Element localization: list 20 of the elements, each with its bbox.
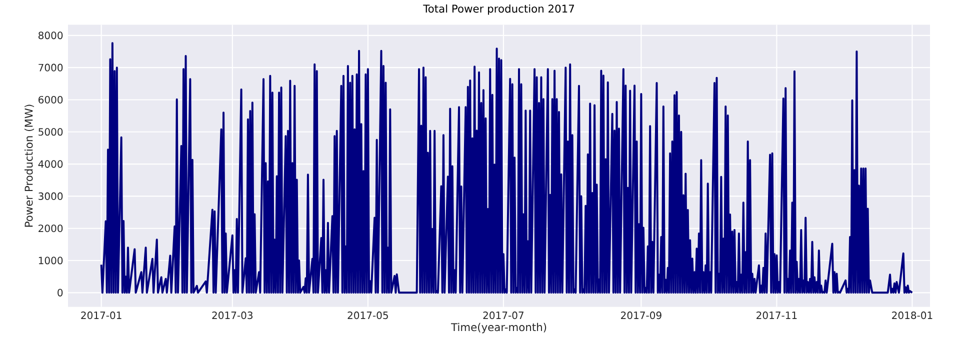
x-tick-label: 2017-09 <box>621 312 662 320</box>
chart-title: Total Power production 2017 <box>423 4 574 15</box>
x-tick-label: 2017-01 <box>81 312 122 320</box>
y-axis-title: Power Production (MW) <box>24 104 34 227</box>
y-tick-label: 0 <box>58 288 63 297</box>
y-tick-label: 6000 <box>38 96 63 104</box>
line-series <box>100 42 914 294</box>
y-tick-label: 1000 <box>38 256 63 264</box>
x-tick-label: 2017-07 <box>483 312 524 320</box>
x-tick-label: 2017-05 <box>348 312 388 320</box>
y-tick-label: 8000 <box>38 32 63 40</box>
x-axis-title: Time(year-month) <box>450 323 546 334</box>
y-tick-label: 3000 <box>38 192 63 200</box>
x-tick-label: 2018-01 <box>892 312 932 320</box>
x-tick-label: 2017-11 <box>756 312 797 320</box>
y-tick-label: 7000 <box>38 64 63 72</box>
x-tick-label: 2017-03 <box>212 312 252 320</box>
y-tick-label: 5000 <box>38 128 63 136</box>
y-tick-label: 2000 <box>38 224 63 232</box>
y-tick-label: 4000 <box>38 160 63 168</box>
